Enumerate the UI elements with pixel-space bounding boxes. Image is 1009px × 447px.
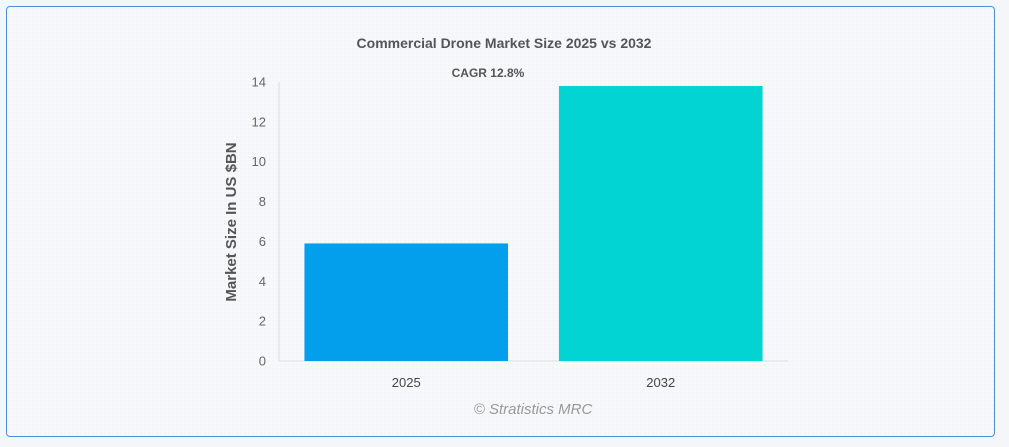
x-tick-labels: 2025 2032	[392, 375, 675, 390]
y-axis-label: Market Size In US $BN	[223, 142, 240, 301]
y-tick-label: 6	[259, 234, 266, 249]
chart-frame	[6, 6, 995, 437]
y-tick-labels: 0 2 4 6 8 10 12 14	[252, 75, 266, 369]
x-tick-label: 2032	[646, 375, 675, 390]
y-tick-label: 12	[252, 114, 266, 129]
source-credit: © Stratistics MRC	[474, 401, 593, 418]
y-tick-label: 0	[259, 354, 266, 369]
y-tick-label: 14	[252, 75, 266, 90]
y-tick-label: 2	[259, 314, 266, 329]
bar-2025	[304, 243, 509, 361]
chart-title: Commercial Drone Market Size 2025 vs 203…	[357, 35, 652, 51]
x-tick-label: 2025	[392, 375, 421, 390]
y-tick-label: 4	[259, 274, 266, 289]
y-tick-label: 10	[252, 154, 266, 169]
cagr-annotation: CAGR 12.8%	[452, 66, 525, 80]
bar-2032	[558, 85, 763, 361]
y-tick-label: 8	[259, 194, 266, 209]
bars	[304, 85, 763, 361]
